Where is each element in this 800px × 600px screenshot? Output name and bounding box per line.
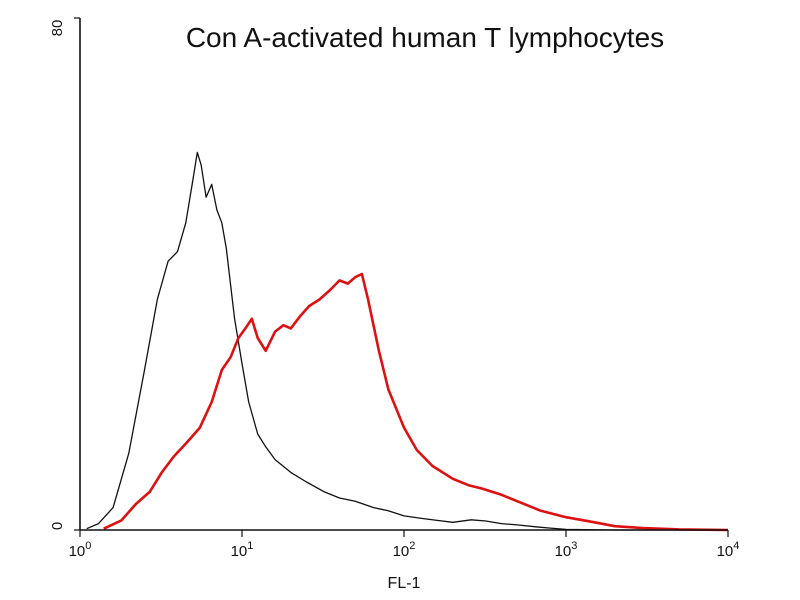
x-axis-label: FL-1: [388, 575, 421, 592]
x-tick-label: 102: [393, 540, 416, 560]
x-tick-label: 100: [69, 540, 92, 560]
x-tick-label: 103: [555, 540, 578, 560]
series-line-1: [86, 151, 728, 531]
y-tick-label: 0: [49, 522, 66, 530]
plot-area: [86, 151, 729, 532]
x-tick-label: 101: [231, 540, 254, 560]
x-ticks: 100 101 102 103 104: [69, 530, 740, 560]
x-tick-label: 104: [717, 540, 740, 560]
y-ticks: 0 80: [49, 17, 80, 531]
y-tick-label: 80: [49, 20, 66, 37]
chart-title: Con A-activated human T lymphocytes: [186, 22, 664, 53]
series-line-2: [103, 272, 729, 532]
